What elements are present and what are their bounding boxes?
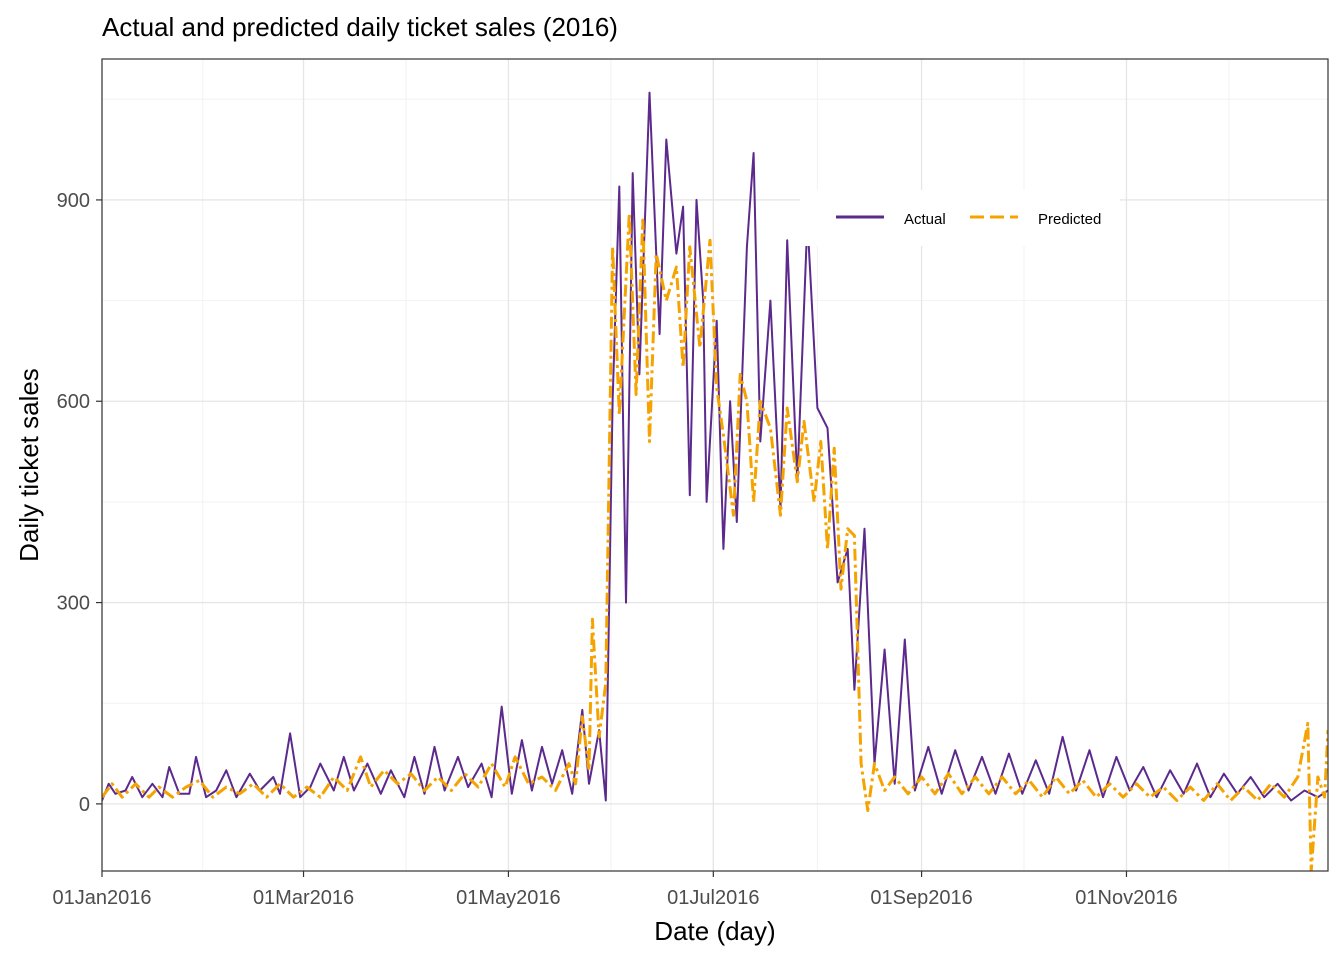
- x-tick-label: 01Jan2016: [53, 887, 152, 909]
- y-tick-label: 0: [79, 794, 90, 816]
- series-line-actual: [102, 91, 1328, 802]
- grid: [101, 59, 1328, 871]
- series-lines: [102, 91, 1328, 871]
- x-tick-label: 01Nov2016: [1075, 887, 1177, 909]
- series-line-predicted: [102, 211, 1328, 871]
- y-axis-title: Daily ticket sales: [14, 368, 44, 562]
- x-tick-label: 01Jul2016: [667, 887, 759, 909]
- plot-frame: [101, 58, 1329, 872]
- y-tick-label: 300: [57, 593, 90, 615]
- x-tick-label: 01Mar2016: [253, 887, 354, 909]
- legend-label-predicted: Predicted: [1038, 211, 1101, 228]
- y-tick-label: 600: [57, 391, 90, 413]
- chart-title: Actual and predicted daily ticket sales …: [102, 12, 618, 42]
- y-axis-ticks: 0 300 600 900: [57, 190, 102, 816]
- y-tick-label: 900: [57, 190, 90, 212]
- x-tick-label: 01Sep2016: [870, 887, 972, 909]
- legend: Actual Predicted: [800, 190, 1120, 246]
- legend-label-actual: Actual: [904, 211, 946, 228]
- x-axis-ticks: 01Jan2016 01Mar2016 01May2016 01Jul2016 01Se…: [53, 871, 1178, 909]
- x-axis-title: Date (day): [654, 916, 775, 946]
- x-tick-label: 01May2016: [456, 887, 561, 909]
